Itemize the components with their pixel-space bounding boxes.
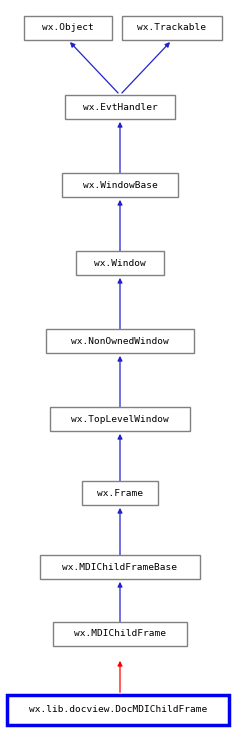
Bar [53,622,187,646]
Text: wx.Window: wx.Window [94,259,146,268]
Text: wx.EvtHandler: wx.EvtHandler [83,102,157,112]
Bar [82,481,158,505]
Text: wx.Trackable: wx.Trackable [137,23,206,32]
Bar [46,329,194,353]
Bar [65,95,175,119]
Text: wx.TopLevelWindow: wx.TopLevelWindow [71,414,169,423]
Bar [122,16,222,40]
Text: wx.WindowBase: wx.WindowBase [83,181,157,189]
Bar [50,407,190,431]
Bar [76,251,164,275]
Text: wx.Frame: wx.Frame [97,488,143,498]
Bar [62,173,178,197]
Text: wx.NonOwnedWindow: wx.NonOwnedWindow [71,336,169,346]
Bar [40,555,200,579]
Bar [24,16,112,40]
Text: wx.lib.docview.DocMDIChildFrame: wx.lib.docview.DocMDIChildFrame [29,705,207,714]
Bar [7,695,229,725]
Text: wx.MDIChildFrame: wx.MDIChildFrame [74,629,166,638]
Text: wx.Object: wx.Object [42,23,94,32]
Text: wx.MDIChildFrameBase: wx.MDIChildFrameBase [63,562,178,572]
